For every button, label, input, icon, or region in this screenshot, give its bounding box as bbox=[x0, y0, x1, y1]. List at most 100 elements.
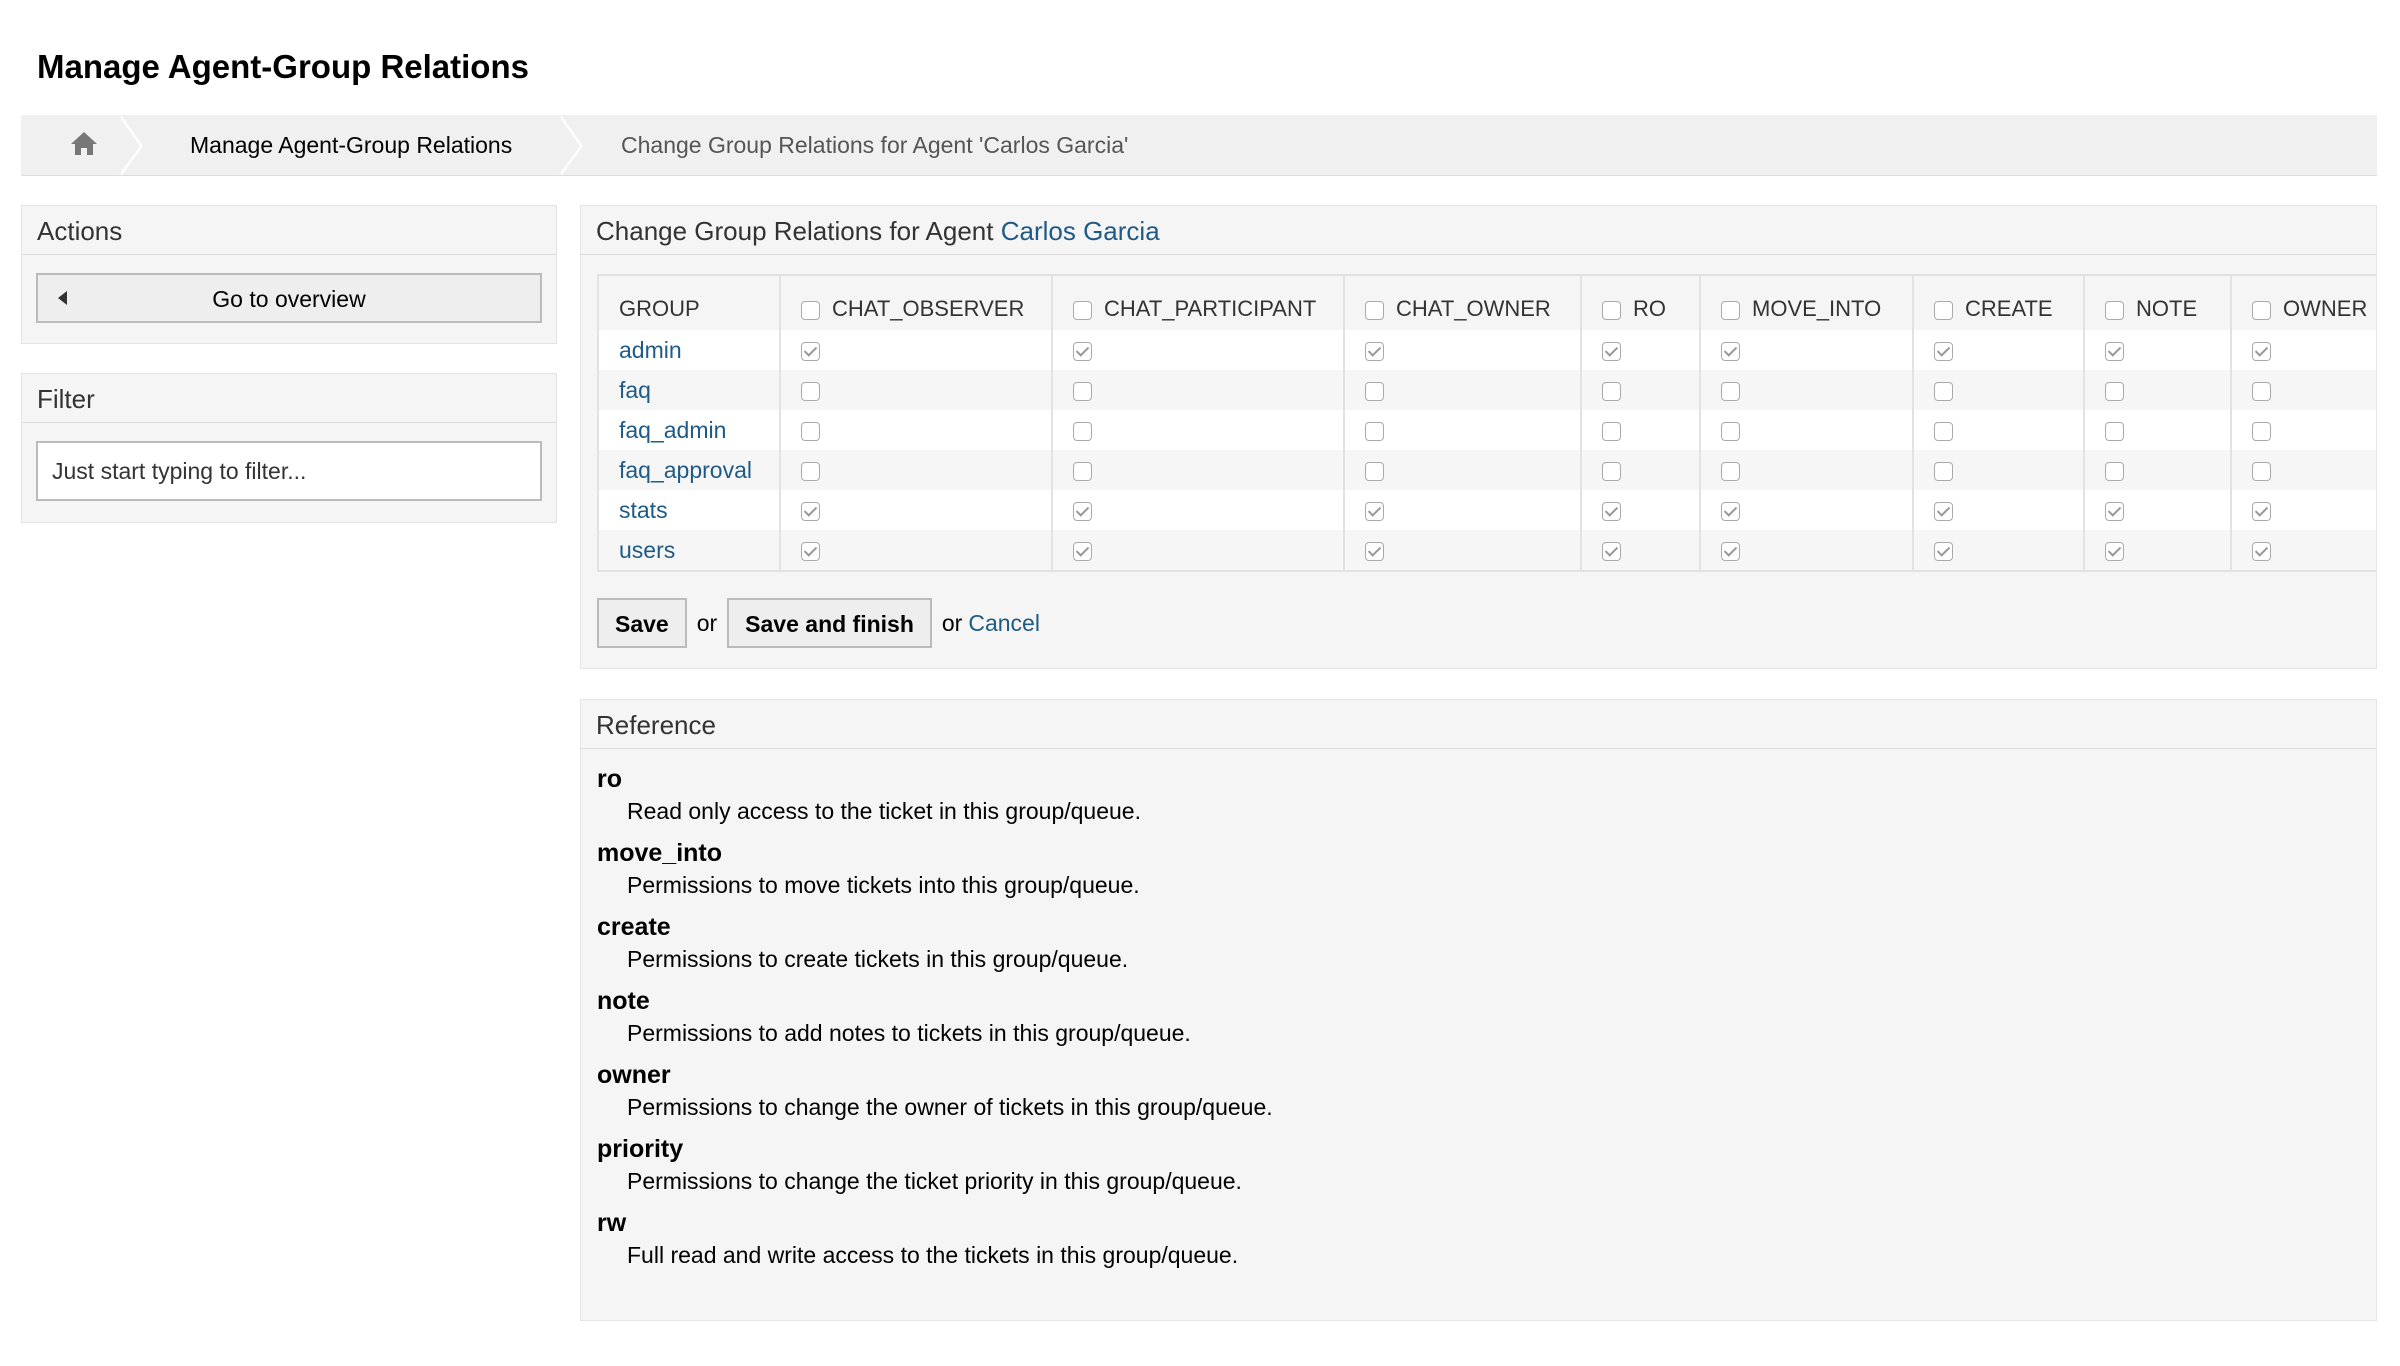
overview-button[interactable]: Go to overview bbox=[36, 273, 542, 323]
permission-checkbox[interactable] bbox=[1602, 341, 1621, 361]
permission-checkbox[interactable] bbox=[801, 461, 820, 481]
permission-checkbox[interactable] bbox=[1073, 501, 1092, 521]
permission-checkbox[interactable] bbox=[2252, 501, 2271, 521]
permission-checkbox[interactable] bbox=[801, 501, 820, 521]
column-label: RO bbox=[1633, 296, 1666, 321]
filter-input[interactable]: Just start typing to filter... bbox=[36, 441, 542, 501]
group-link[interactable]: faq_approval bbox=[619, 456, 752, 483]
permission-cell bbox=[1700, 530, 1914, 570]
reference-description: Full read and write access to the ticket… bbox=[627, 1242, 1239, 1268]
permission-checkbox[interactable] bbox=[1721, 421, 1740, 441]
permission-checkbox[interactable] bbox=[1721, 381, 1740, 401]
permission-checkbox[interactable] bbox=[1602, 541, 1621, 561]
column-header: CREATE bbox=[1913, 276, 2085, 330]
crumb-link[interactable]: Manage Agent-Group Relations bbox=[190, 132, 513, 158]
permission-checkbox[interactable] bbox=[1721, 541, 1740, 561]
permission-checkbox[interactable] bbox=[1365, 381, 1384, 401]
permission-checkbox[interactable] bbox=[801, 341, 820, 361]
permission-checkbox[interactable] bbox=[2105, 501, 2124, 521]
select-all-checkbox[interactable] bbox=[1934, 300, 1953, 320]
permission-checkbox[interactable] bbox=[1073, 461, 1092, 481]
permission-checkbox[interactable] bbox=[2252, 381, 2271, 401]
group-link[interactable]: faq_admin bbox=[619, 416, 727, 443]
select-all-checkbox[interactable] bbox=[801, 300, 820, 320]
select-all-checkbox[interactable] bbox=[1721, 300, 1740, 320]
agent-link[interactable]: Carlos Garcia bbox=[1000, 216, 1160, 246]
column-header: MOVE_INTO bbox=[1700, 276, 1914, 330]
permission-checkbox[interactable] bbox=[2252, 341, 2271, 361]
group-cell: faq_approval bbox=[599, 450, 781, 490]
permission-checkbox[interactable] bbox=[1721, 461, 1740, 481]
permission-checkbox[interactable] bbox=[1365, 461, 1384, 481]
permission-checkbox[interactable] bbox=[801, 381, 820, 401]
permission-cell bbox=[1700, 450, 1914, 490]
reference-box: Reference ro Read only access to the tick… bbox=[580, 699, 2377, 1321]
permission-checkbox[interactable] bbox=[1073, 541, 1092, 561]
box-title: Actions bbox=[22, 206, 556, 255]
permission-checkbox[interactable] bbox=[1073, 381, 1092, 401]
cancel-link[interactable]: Cancel bbox=[968, 609, 1040, 636]
reference-description: Read only access to the ticket in this g… bbox=[627, 798, 1141, 824]
permission-checkbox[interactable] bbox=[1365, 501, 1384, 521]
permission-checkbox[interactable] bbox=[1365, 341, 1384, 361]
permission-checkbox[interactable] bbox=[2105, 461, 2124, 481]
permission-checkbox[interactable] bbox=[2105, 341, 2124, 361]
permission-checkbox[interactable] bbox=[2105, 381, 2124, 401]
permission-checkbox[interactable] bbox=[2105, 421, 2124, 441]
select-all-checkbox[interactable] bbox=[1602, 300, 1621, 320]
select-all-checkbox[interactable] bbox=[2252, 300, 2271, 320]
permission-checkbox[interactable] bbox=[1602, 461, 1621, 481]
permission-checkbox[interactable] bbox=[1602, 381, 1621, 401]
permission-cell bbox=[1344, 410, 1582, 450]
column-header: CHAT_OBSERVER bbox=[780, 276, 1053, 330]
reference-term: priority bbox=[597, 1135, 684, 1163]
permission-checkbox[interactable] bbox=[1073, 421, 1092, 441]
permission-cell bbox=[2084, 450, 2232, 490]
group-link[interactable]: faq bbox=[619, 376, 651, 403]
group-link[interactable]: stats bbox=[619, 496, 668, 523]
box-title: Reference bbox=[581, 700, 2376, 749]
permission-checkbox[interactable] bbox=[1934, 501, 1953, 521]
permission-checkbox[interactable] bbox=[2105, 541, 2124, 561]
permission-checkbox[interactable] bbox=[801, 541, 820, 561]
crumb-separator bbox=[558, 115, 580, 176]
save-button[interactable]: Save bbox=[597, 598, 687, 648]
permission-checkbox[interactable] bbox=[1934, 421, 1953, 441]
permission-checkbox[interactable] bbox=[1365, 541, 1384, 561]
permission-checkbox[interactable] bbox=[1721, 501, 1740, 521]
permission-checkbox[interactable] bbox=[1602, 421, 1621, 441]
permission-checkbox[interactable] bbox=[1934, 461, 1953, 481]
permission-checkbox[interactable] bbox=[1934, 541, 1953, 561]
permission-checkbox[interactable] bbox=[1073, 341, 1092, 361]
save-finish-button[interactable]: Save and finish bbox=[727, 598, 932, 648]
reference-term: create bbox=[597, 913, 671, 941]
permission-checkbox[interactable] bbox=[1602, 501, 1621, 521]
relations-box: Change Group Relations for Agent Carlos … bbox=[580, 205, 2377, 669]
group-row: stats bbox=[599, 490, 2376, 530]
home-icon[interactable] bbox=[69, 129, 99, 157]
table-wrap: GROUP CHAT_OBSERVER CHAT_PARTICIPANT CHAT_O… bbox=[597, 274, 2376, 572]
group-row: faq_approval bbox=[599, 450, 2376, 490]
permission-checkbox[interactable] bbox=[1934, 341, 1953, 361]
permission-checkbox[interactable] bbox=[1934, 381, 1953, 401]
select-all-checkbox[interactable] bbox=[1365, 300, 1384, 320]
page-title: Manage Agent-Group Relations bbox=[37, 48, 529, 85]
header-row: GROUP CHAT_OBSERVER CHAT_PARTICIPANT CHAT_O… bbox=[599, 276, 2376, 330]
permission-cell bbox=[2084, 330, 2232, 370]
permission-cell bbox=[1700, 370, 1914, 410]
group-link[interactable]: admin bbox=[619, 336, 682, 363]
permission-checkbox[interactable] bbox=[2252, 421, 2271, 441]
permission-cell bbox=[780, 410, 1053, 450]
permission-checkbox[interactable] bbox=[1365, 421, 1384, 441]
column-label: CREATE bbox=[1965, 296, 2053, 321]
select-all-checkbox[interactable] bbox=[1073, 300, 1092, 320]
column-label: MOVE_INTO bbox=[1752, 296, 1882, 321]
group-link[interactable]: users bbox=[619, 536, 676, 563]
permission-checkbox[interactable] bbox=[1721, 341, 1740, 361]
permission-cell bbox=[1344, 330, 1582, 370]
permission-checkbox[interactable] bbox=[2252, 541, 2271, 561]
box-title: Filter bbox=[22, 374, 556, 423]
select-all-checkbox[interactable] bbox=[2105, 300, 2124, 320]
permission-checkbox[interactable] bbox=[2252, 461, 2271, 481]
permission-checkbox[interactable] bbox=[801, 421, 820, 441]
